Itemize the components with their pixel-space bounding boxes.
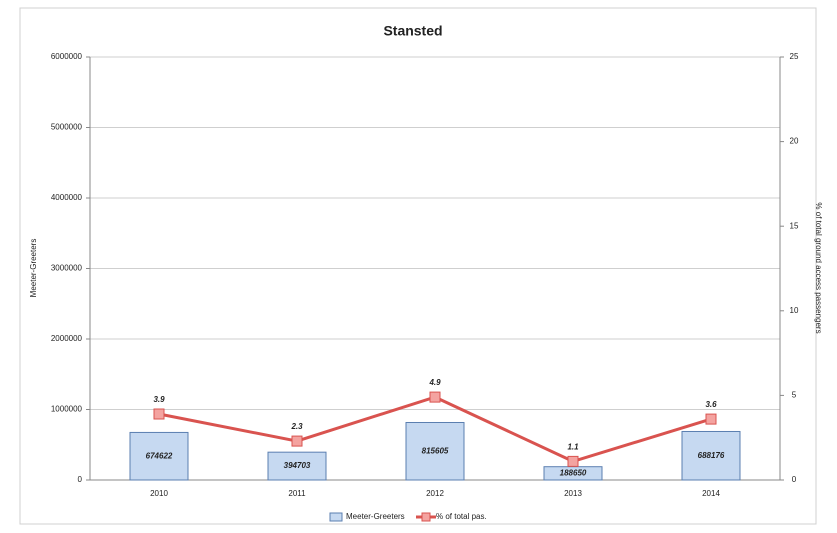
y-tick-label: 3000000: [51, 264, 83, 273]
bar-value-label: 188650: [560, 468, 587, 477]
legend-label: % of total pas.: [436, 512, 487, 521]
x-tick-label: 2014: [702, 489, 720, 498]
line-value-label: 3.6: [705, 400, 717, 409]
x-tick-label: 2010: [150, 489, 168, 498]
bar: [129, 431, 189, 481]
y2-tick-label: 0: [792, 475, 797, 484]
line-marker: [153, 408, 165, 420]
y2-axis-label: % of total ground access passengers: [814, 202, 823, 333]
bar-value-label: 688176: [698, 451, 725, 460]
y2-tick-label: 25: [790, 52, 799, 61]
line-value-label: 4.9: [428, 378, 441, 387]
y-tick-label: 1000000: [51, 405, 83, 414]
line-value-label: 2.3: [290, 422, 303, 431]
y-tick-label: 0: [78, 475, 83, 484]
bar-value-label: 815605: [422, 446, 449, 455]
y2-tick-label: 5: [792, 391, 797, 400]
x-tick-label: 2013: [564, 489, 582, 498]
y2-tick-label: 10: [790, 306, 799, 315]
y2-tick-label: 20: [790, 137, 799, 146]
legend-swatch: [421, 512, 431, 522]
y-tick-label: 5000000: [51, 123, 83, 132]
legend-label: Meeter-Greeters: [346, 512, 405, 521]
line-value-label: 1.1: [567, 442, 579, 451]
bar: [405, 421, 465, 481]
line-marker: [429, 391, 441, 403]
line-marker: [291, 435, 303, 447]
x-tick-label: 2011: [288, 489, 306, 498]
x-tick-label: 2012: [426, 489, 444, 498]
line-marker: [705, 413, 717, 425]
line-value-label: 3.9: [153, 395, 165, 404]
bar-value-label: 674622: [146, 451, 173, 460]
y-tick-label: 4000000: [51, 193, 83, 202]
line-marker: [567, 455, 579, 467]
y-tick-label: 6000000: [51, 52, 83, 61]
legend-swatch: [329, 512, 343, 522]
y2-tick-label: 15: [790, 221, 799, 230]
chart-title: Stansted: [383, 23, 442, 39]
y-tick-label: 2000000: [51, 334, 83, 343]
y-axis-label: Meeter-Greeters: [29, 239, 38, 298]
bar: [267, 451, 327, 481]
bar-value-label: 394703: [284, 461, 311, 470]
bar: [681, 430, 741, 481]
